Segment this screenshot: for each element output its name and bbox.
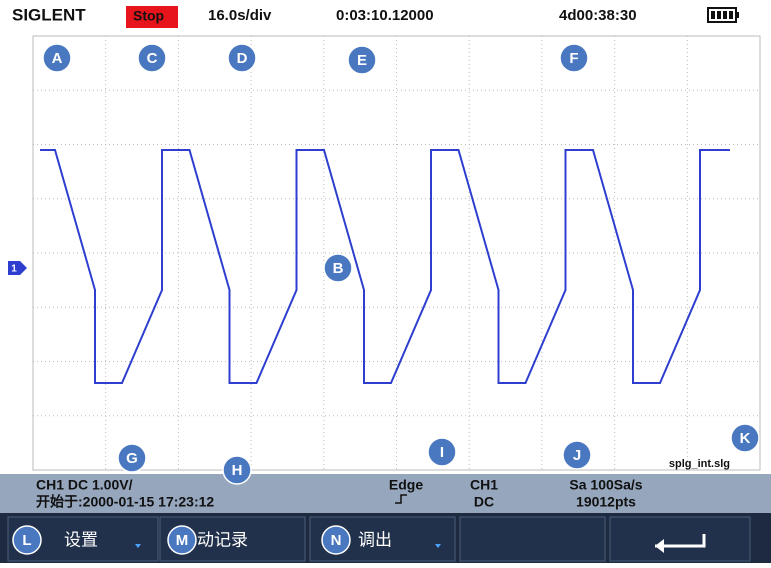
- callout-badge: [137, 43, 167, 73]
- callout-badge: [427, 437, 457, 467]
- dropdown-arrow: [135, 544, 141, 548]
- callout-label: M: [176, 532, 189, 549]
- timebase: 16.0s/div: [208, 7, 272, 24]
- callout-label: B: [333, 260, 344, 277]
- callout-badge: [562, 440, 592, 470]
- menu-button[interactable]: [609, 516, 751, 562]
- callout-label: H: [232, 462, 243, 479]
- filename: splg_int.slg: [669, 458, 730, 470]
- callout-badge: [347, 45, 377, 75]
- status: Stop: [133, 8, 164, 24]
- callout-badge: [167, 525, 197, 555]
- callout-label: D: [237, 50, 248, 67]
- waveform: [40, 149, 730, 384]
- battery-icon: [707, 7, 739, 23]
- callout-badge: [42, 43, 72, 73]
- callout-badge: [321, 525, 351, 555]
- sample-rate: Sa 100Sa/s: [569, 477, 642, 493]
- callout-label: I: [440, 444, 444, 461]
- callout-label: A: [52, 50, 63, 67]
- callout-label: K: [740, 430, 751, 447]
- clock: 4d00:38:30: [559, 7, 637, 24]
- trigger-type: Edge: [389, 477, 423, 493]
- return-icon[interactable]: [655, 534, 706, 553]
- callout-label: F: [569, 50, 578, 67]
- info-bar: [0, 474, 771, 513]
- start-time: 开始于:2000-01-15 17:23:12: [36, 494, 214, 510]
- callout-badge: [117, 443, 147, 473]
- menu-autorecord[interactable]: 自动记录: [180, 530, 248, 549]
- callout-label: G: [126, 450, 138, 467]
- channel-marker: 1: [8, 261, 27, 275]
- callout-label: N: [331, 532, 342, 549]
- grid: [32, 35, 761, 471]
- callout-label: J: [573, 447, 581, 464]
- callout-badge: [559, 43, 589, 73]
- dropdown-arrow: [435, 544, 441, 548]
- channel-info: CH1 DC 1.00V/: [36, 477, 133, 493]
- elapsed-time: 0:03:10.12000: [336, 7, 434, 24]
- callout-badge: [227, 43, 257, 73]
- trigger-edge-icon: [395, 494, 407, 504]
- callout-label: E: [357, 52, 367, 69]
- trigger-source: CH1: [470, 477, 498, 493]
- channel-marker-label: 1: [11, 264, 17, 275]
- brand: SIGLENT: [12, 5, 86, 24]
- callout-badge: [12, 525, 42, 555]
- callout-badge: [222, 455, 252, 485]
- callout-badge: [323, 253, 353, 283]
- points: 19012pts: [576, 494, 636, 510]
- status-badge: [126, 6, 178, 28]
- menu-button[interactable]: [459, 516, 606, 562]
- callout-label: L: [22, 532, 31, 549]
- trigger-coupling: DC: [474, 494, 494, 510]
- callout-badge: [730, 423, 760, 453]
- menu-setup[interactable]: 设置: [64, 530, 98, 549]
- callout-label: C: [147, 50, 158, 67]
- menu-recall[interactable]: 调出: [358, 530, 392, 549]
